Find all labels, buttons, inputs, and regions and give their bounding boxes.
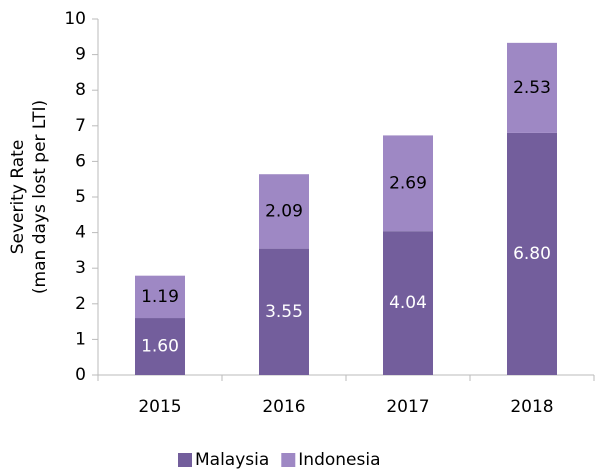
y-tick-label: 1: [75, 329, 86, 349]
y-tick-label: 2: [75, 294, 86, 314]
data-label: 2.53: [513, 78, 551, 98]
legend-swatch: [178, 453, 192, 467]
bar-segment: [135, 275, 185, 319]
bar-segment: [507, 132, 557, 375]
data-label: 1.19: [141, 287, 179, 307]
bar-segment: [259, 174, 309, 249]
y-tick-label: 0: [75, 365, 86, 385]
bar-segment: [135, 318, 185, 375]
y-tick-label: 4: [75, 223, 86, 243]
bar-segment: [259, 248, 309, 375]
data-label: 3.55: [265, 302, 303, 322]
legend-swatch: [281, 453, 296, 467]
y-axis-label: (man days lost per LTI): [30, 100, 50, 294]
data-label: 1.60: [141, 337, 179, 357]
legend-label: Indonesia: [298, 450, 380, 470]
y-tick-label: 8: [75, 80, 86, 100]
y-tick-label: 9: [75, 45, 86, 65]
bar-segment: [507, 42, 557, 133]
y-axis-label: Severity Rate: [8, 140, 28, 255]
y-tick-label: 5: [75, 187, 86, 207]
data-label: 2.69: [389, 173, 427, 193]
x-tick-label: 2018: [510, 397, 553, 417]
x-tick-label: 2017: [386, 397, 429, 417]
data-label: 6.80: [513, 244, 551, 264]
data-label: 4.04: [389, 293, 427, 313]
legend-label: Malaysia: [195, 450, 269, 470]
bar-segment: [383, 231, 433, 375]
x-tick-label: 2016: [262, 397, 305, 417]
y-tick-label: 3: [75, 258, 86, 278]
bar-segment: [383, 135, 433, 232]
data-label: 2.09: [265, 201, 303, 221]
y-tick-label: 7: [75, 116, 86, 136]
y-tick-label: 6: [75, 151, 86, 171]
x-tick-label: 2015: [138, 397, 181, 417]
y-tick-label: 10: [64, 9, 86, 29]
